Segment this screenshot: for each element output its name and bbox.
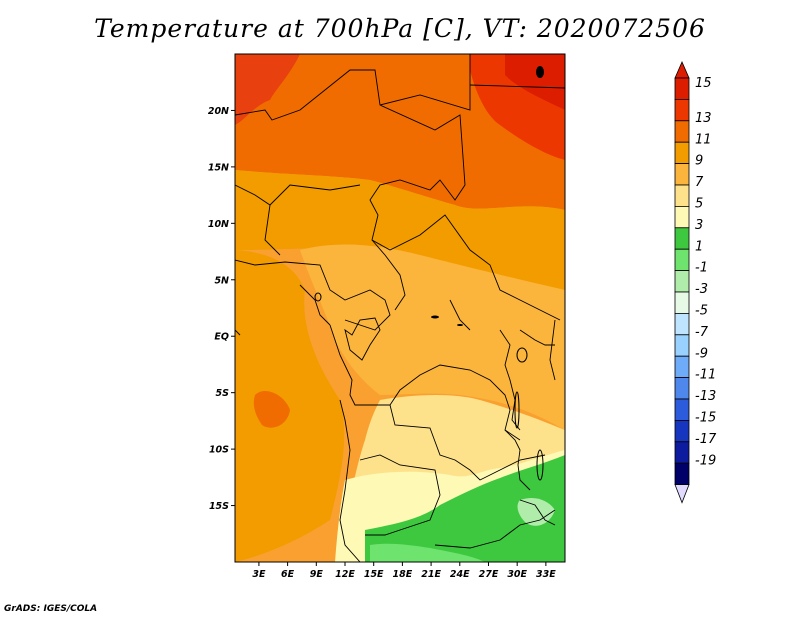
lon-tick-label: 3E xyxy=(252,569,266,580)
colorbar-swatch xyxy=(674,398,690,421)
field-northwest-hot xyxy=(235,54,300,125)
colorbar-top-arrow xyxy=(674,61,690,79)
field-band-m1 xyxy=(517,498,555,526)
lon-tick-label: 30E xyxy=(507,569,527,580)
colorbar-label: 1 xyxy=(695,239,703,254)
colorbar-label: -17 xyxy=(695,432,717,447)
colorbar-label: -13 xyxy=(695,389,716,404)
field-atlantic-9 xyxy=(235,250,345,562)
lat-tick-label: 15N xyxy=(208,162,229,173)
field-northeast-core xyxy=(505,54,565,110)
colorbar-swatch xyxy=(674,99,690,122)
lat-tick-label: 15S xyxy=(209,501,229,512)
colorbar-label: 15 xyxy=(695,76,712,91)
colorbar-swatch xyxy=(674,163,690,186)
colorbar-swatch xyxy=(674,419,690,443)
colorbar-swatch xyxy=(674,248,690,271)
colorbar-swatch xyxy=(674,355,690,379)
colorbar-swatch xyxy=(674,270,690,293)
lon-tick-label: 24E xyxy=(450,569,470,580)
chart-title: Temperature at 700hPa [C], VT: 202007250… xyxy=(94,14,706,43)
lat-tick-label: 5N xyxy=(214,275,229,286)
colorbar-swatch xyxy=(674,312,690,336)
country-borders xyxy=(235,54,565,562)
colorbar-label: -5 xyxy=(695,303,708,318)
lakes xyxy=(314,66,544,481)
colorbar-swatch xyxy=(674,205,690,229)
colorbar-swatch xyxy=(674,462,690,486)
colorbar-label: -1 xyxy=(695,261,708,276)
field-band-3 xyxy=(365,455,565,562)
colorbar-swatch xyxy=(674,291,690,314)
lon-tick-label: 9E xyxy=(310,569,324,580)
colorbar-label: 13 xyxy=(695,111,712,126)
colorbar-label: 5 xyxy=(695,196,703,211)
colorbar-swatch xyxy=(674,141,690,164)
colorbar-swatch xyxy=(674,334,690,357)
colorbar-label: -19 xyxy=(695,453,716,468)
colorbar-label: 7 xyxy=(695,175,704,190)
grads-credit: GrADS: IGES/COLA xyxy=(4,604,98,614)
colorbar-label: -11 xyxy=(695,368,716,383)
colorbar-swatch xyxy=(674,441,690,464)
lon-tick-label: 15E xyxy=(364,569,384,580)
lat-tick-label: 5S xyxy=(216,388,230,399)
lat-tick-label: 10S xyxy=(209,445,229,456)
colorbar-label: -7 xyxy=(695,325,709,340)
map-frame xyxy=(234,53,566,563)
lon-tick-label: 12E xyxy=(335,569,355,580)
lon-tick-label: 27E xyxy=(479,569,499,580)
lon-tick-label: 6E xyxy=(281,569,295,580)
colorbar-bottom-arrow xyxy=(674,484,690,504)
colorbar-label: -15 xyxy=(695,410,716,425)
colorbar-label: -9 xyxy=(695,346,708,361)
field-band-1 xyxy=(370,543,485,562)
field-band-9 xyxy=(235,170,565,300)
lat-tick-label: EQ xyxy=(214,332,229,343)
colorbar: 15 13 11 9 7 5 3 1 -1 -3 -5 -7 -9 -11 -13 -15 -17 -19 xyxy=(674,61,717,504)
temperature-field xyxy=(235,54,565,562)
colorbar-swatch xyxy=(674,184,690,207)
lon-tick-label: 33E xyxy=(536,569,556,580)
colorbar-label: 3 xyxy=(695,218,703,233)
lon-tick-label: 21E xyxy=(421,569,441,580)
lat-tick-label: 10N xyxy=(208,219,229,230)
lon-tick-label: 18E xyxy=(393,569,413,580)
colorbar-swatch xyxy=(674,227,690,250)
latitude-axis: 20N 15N 10N 5N EQ 5S 10S 15S xyxy=(208,106,235,512)
lat-tick-label: 20N xyxy=(208,106,229,117)
colorbar-swatch xyxy=(674,120,690,143)
colorbar-label: -3 xyxy=(695,282,708,297)
field-band-7 xyxy=(300,244,565,430)
colorbar-swatch xyxy=(674,77,690,100)
field-atlantic-11 xyxy=(253,390,290,428)
colorbar-label: 11 xyxy=(695,132,712,147)
colorbar-swatch xyxy=(674,377,690,400)
longitude-axis: 3E 6E 9E 12E 15E 18E 21E 24E 27E 30E 33E xyxy=(252,562,556,580)
colorbar-label: 9 xyxy=(695,154,703,169)
